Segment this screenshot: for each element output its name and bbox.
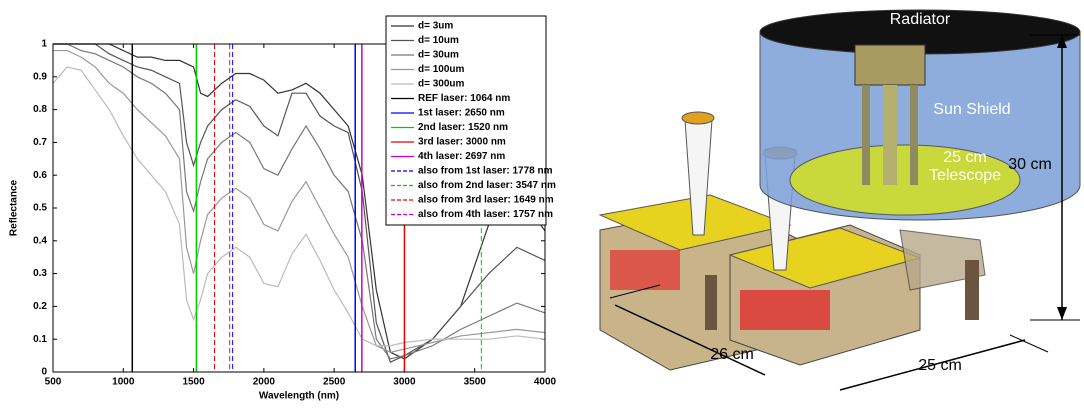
y-tick-label: 0.9 — [33, 71, 47, 82]
label-radiator: Radiator — [890, 11, 951, 28]
legend-label: also from 3rd laser: 1649 nm — [418, 195, 554, 206]
satellite-illustration: Radiator Sun Shield 25 cm Telescope 30 c… — [598, 9, 1081, 391]
legend-label: 4th laser: 2697 nm — [418, 151, 505, 162]
legend-label: d= 3um — [418, 21, 453, 32]
dimension-line — [839, 339, 1026, 391]
tracker-cap — [681, 111, 715, 125]
arrowhead — [1057, 307, 1067, 320]
y-tick-label: 0.2 — [33, 301, 47, 312]
label-sun-shield: Sun Shield — [933, 101, 1010, 118]
legend-box — [385, 15, 547, 226]
internal-red — [610, 250, 680, 290]
y-tick-label: 0.5 — [33, 203, 47, 214]
series-line — [52, 66, 546, 347]
legend-label: also from 2nd laser: 3547 nm — [418, 180, 556, 191]
legend-label: REF laser: 1064 nm — [418, 93, 510, 104]
plate — [899, 229, 986, 291]
telescope-mirror — [789, 144, 1021, 216]
legend-label: also from 4th laser: 1757 nm — [418, 209, 553, 220]
leg — [965, 260, 979, 320]
arrowhead — [1057, 35, 1067, 48]
x-tick-label: 1000 — [112, 377, 135, 388]
strut — [910, 85, 918, 185]
legend-label: also from 1st laser: 1778 nm — [418, 166, 553, 177]
x-tick-label: 3500 — [464, 377, 487, 388]
leg — [705, 275, 717, 330]
strut — [862, 85, 870, 185]
strut — [883, 85, 897, 185]
y-tick-label: 0.1 — [33, 334, 47, 345]
x-axis-label: Wavelength (nm) — [259, 391, 339, 402]
y-tick-label: 0.3 — [33, 268, 47, 279]
legend-label: d= 100um — [418, 64, 465, 75]
x-tick-label: 2000 — [253, 377, 276, 388]
y-tick-label: 0.8 — [33, 104, 47, 115]
chart: 500 1000 1500 2000 2500 3000 3500 4000 0 0.1 0.2 0.… — [9, 15, 557, 402]
x-tick-label: 3000 — [393, 377, 416, 388]
x-tick-label: 2500 — [323, 377, 346, 388]
y-tick-label: 0.7 — [33, 137, 47, 148]
dimension-tick — [609, 284, 661, 299]
y-axis-label: Reflectance — [9, 179, 20, 236]
y-tick-label: 0.6 — [33, 170, 47, 181]
series-line — [53, 43, 546, 360]
internal-red — [740, 290, 830, 330]
label-telescope: Telescope — [929, 167, 1001, 184]
legend-label: d= 30um — [418, 50, 459, 61]
label-telescope-size: 25 cm — [943, 149, 987, 166]
label-height: 30 cm — [1008, 156, 1052, 173]
legend-label: d= 10um — [418, 35, 459, 46]
radiator-block — [854, 44, 926, 86]
dimension-line — [614, 304, 766, 376]
label-depth: 26 cm — [710, 346, 754, 363]
legend-label: d= 300um — [418, 79, 465, 90]
series-line — [53, 43, 546, 363]
series-line — [53, 49, 546, 353]
legend-label: 1st laser: 2650 nm — [418, 108, 505, 119]
label-width: 25 cm — [918, 357, 962, 374]
legend-label: 2nd laser: 1520 nm — [418, 122, 508, 133]
dimension-tick — [1009, 334, 1049, 353]
y-tick-label: 1 — [41, 39, 47, 50]
x-tick-label: 500 — [45, 377, 62, 388]
legend-label: 3rd laser: 3000 nm — [418, 137, 506, 148]
y-tick-label: 0 — [41, 367, 47, 378]
y-tick-label: 0.4 — [33, 235, 47, 246]
x-tick-label: 1500 — [182, 377, 205, 388]
x-tick-label: 4000 — [534, 377, 557, 388]
